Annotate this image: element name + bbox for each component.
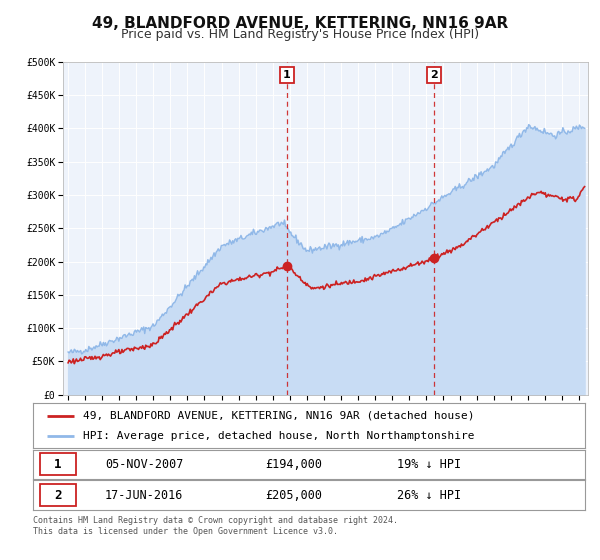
Text: 1: 1	[283, 70, 291, 80]
Text: £205,000: £205,000	[265, 488, 322, 502]
Text: 05-NOV-2007: 05-NOV-2007	[105, 458, 183, 471]
Text: 1: 1	[54, 458, 62, 471]
FancyBboxPatch shape	[40, 484, 76, 506]
Text: 2: 2	[54, 488, 62, 502]
Text: £194,000: £194,000	[265, 458, 322, 471]
Text: 26% ↓ HPI: 26% ↓ HPI	[397, 488, 461, 502]
Text: 17-JUN-2016: 17-JUN-2016	[105, 488, 183, 502]
Text: Price paid vs. HM Land Registry's House Price Index (HPI): Price paid vs. HM Land Registry's House …	[121, 28, 479, 41]
Text: 49, BLANDFORD AVENUE, KETTERING, NN16 9AR: 49, BLANDFORD AVENUE, KETTERING, NN16 9A…	[92, 16, 508, 31]
Text: 2: 2	[430, 70, 438, 80]
Text: 19% ↓ HPI: 19% ↓ HPI	[397, 458, 461, 471]
FancyBboxPatch shape	[40, 453, 76, 475]
Text: HPI: Average price, detached house, North Northamptonshire: HPI: Average price, detached house, Nort…	[83, 431, 474, 441]
Text: Contains HM Land Registry data © Crown copyright and database right 2024.
This d: Contains HM Land Registry data © Crown c…	[33, 516, 398, 536]
Text: 49, BLANDFORD AVENUE, KETTERING, NN16 9AR (detached house): 49, BLANDFORD AVENUE, KETTERING, NN16 9A…	[83, 410, 474, 421]
